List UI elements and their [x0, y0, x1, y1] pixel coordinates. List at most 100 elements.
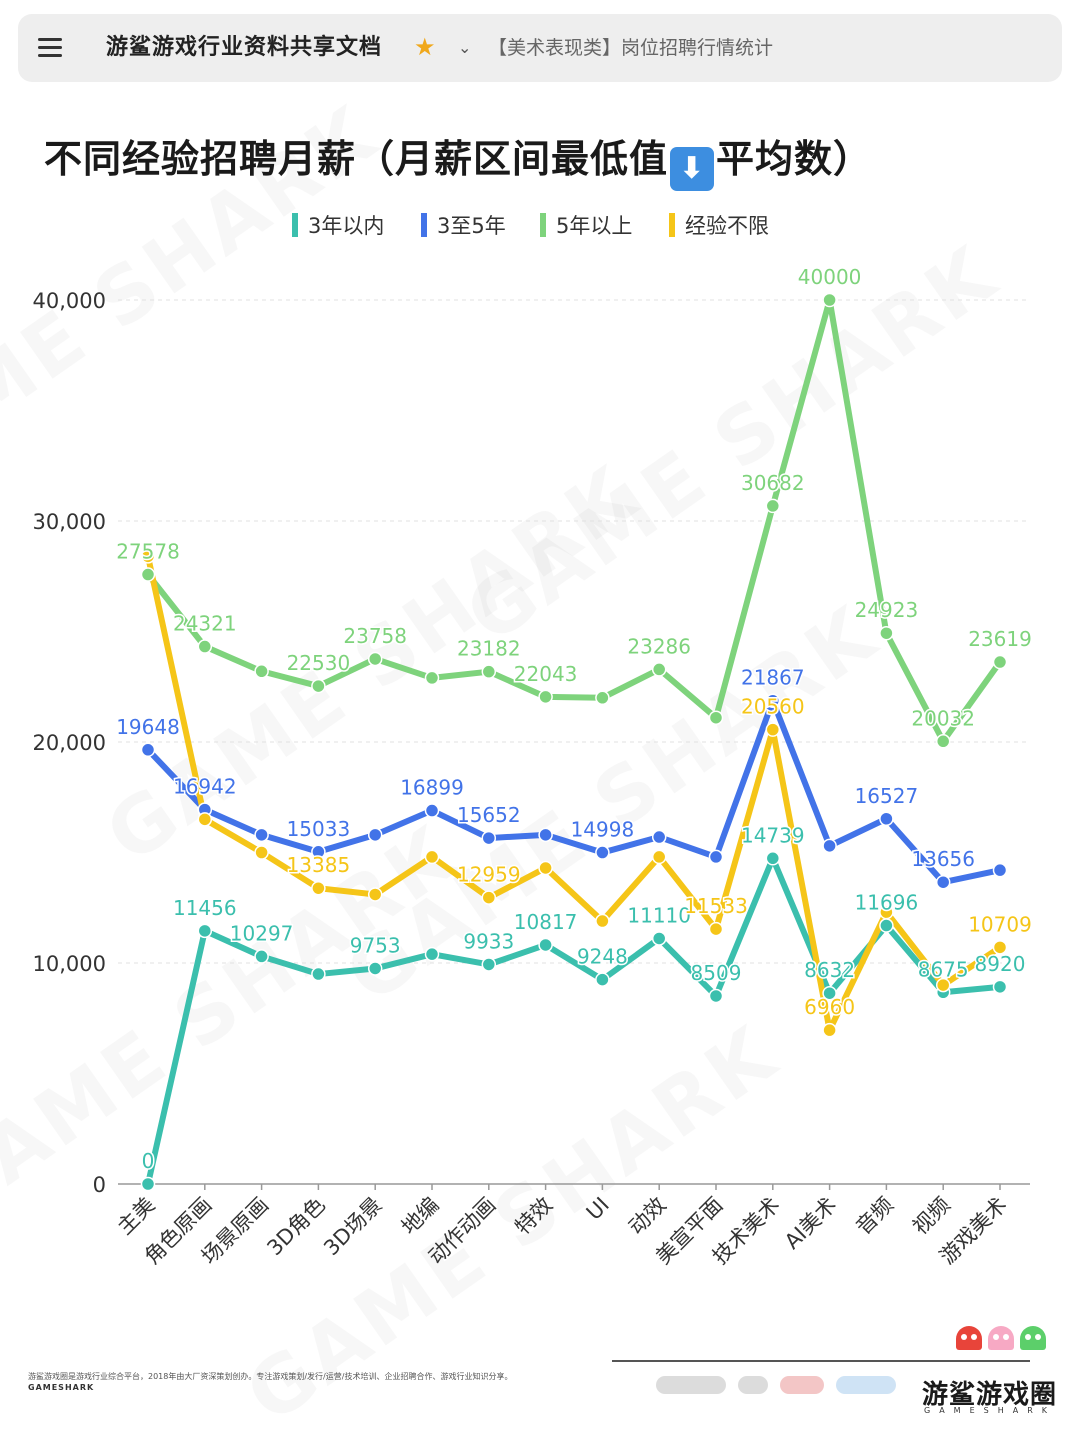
x-tick-label: 3D角色: [262, 1193, 330, 1261]
data-point: [595, 913, 610, 929]
data-label: 23286: [627, 634, 691, 658]
partner-logo: [738, 1376, 768, 1394]
data-point: [197, 639, 213, 654]
down-arrow-icon: ⬇: [670, 147, 715, 191]
data-label: 8920: [975, 952, 1026, 976]
data-label: 23182: [457, 637, 521, 661]
series-line: [145, 297, 1003, 745]
data-label: 11696: [855, 891, 919, 915]
data-label: 20560: [741, 695, 805, 719]
data-label: 22530: [287, 651, 351, 675]
data-label: 23758: [343, 624, 407, 648]
footer-description: 游鲨游戏圈是游戏行业综合平台，2018年由大厂资深策划创办。专注游戏策划/发行/…: [28, 1372, 513, 1381]
data-point: [254, 664, 269, 679]
data-label: 6960: [804, 995, 855, 1019]
x-tick-label: 动效: [624, 1193, 671, 1240]
data-point: [367, 961, 383, 976]
x-tick-label: 特效: [510, 1193, 557, 1240]
data-label: 10817: [514, 910, 578, 934]
data-point: [651, 829, 667, 845]
data-point: [992, 862, 1008, 878]
data-point: [879, 811, 894, 827]
data-point: [367, 827, 383, 843]
data-point: [595, 845, 610, 860]
star-icon[interactable]: ★: [414, 33, 436, 61]
data-label: 21867: [741, 666, 805, 690]
brand-logo: 游鲨游戏圈: [922, 1380, 1058, 1410]
data-point: [595, 972, 610, 987]
series-line: [145, 697, 1003, 886]
legend-swatch: [292, 213, 298, 237]
data-label: 24321: [173, 612, 237, 636]
data-point: [935, 977, 951, 993]
line-chart: 010,00020,00030,00040,000主美角色原画场景原画3D角色3…: [33, 213, 1033, 1269]
footer-brand-small: GAMESHARK: [28, 1383, 95, 1392]
data-point: [424, 803, 440, 818]
data-label: 22043: [514, 662, 578, 686]
brand-subtitle: GAMESHARK: [924, 1406, 1056, 1415]
data-point: [765, 851, 781, 866]
data-point: [765, 498, 781, 514]
data-label: 16899: [400, 776, 464, 800]
legend-label: 经验不限: [685, 214, 769, 238]
data-label: 9248: [577, 945, 628, 969]
data-label: 16527: [855, 784, 919, 808]
data-point: [424, 849, 440, 865]
x-tick-label: 主美: [113, 1193, 160, 1240]
data-point: [765, 693, 781, 708]
data-label: 8509: [691, 961, 742, 985]
data-label: 11110: [627, 903, 691, 927]
data-label: 19648: [116, 715, 180, 739]
data-point: [538, 689, 553, 705]
chart-title-before: 不同经验招聘月薪（月薪区间最低值: [44, 137, 669, 181]
y-tick-label: 20,000: [33, 731, 106, 755]
data-label: 8675: [918, 957, 969, 981]
data-point: [992, 654, 1008, 670]
chart-title-after: 平均数）: [716, 137, 873, 181]
data-point: [367, 887, 383, 902]
y-tick-label: 40,000: [33, 289, 106, 313]
data-label: 10709: [968, 912, 1032, 936]
data-label: 20032: [911, 706, 975, 730]
data-point: [197, 812, 213, 827]
data-label: 15652: [457, 803, 521, 827]
data-point: [254, 845, 269, 860]
data-point: [140, 567, 156, 582]
data-point: [481, 664, 497, 679]
data-label: 0: [142, 1149, 155, 1173]
data-label: 13656: [911, 847, 975, 871]
legend-label: 3年以内: [308, 214, 384, 238]
partner-logo: [836, 1376, 896, 1394]
data-label: 11456: [173, 896, 237, 920]
data-point: [538, 827, 553, 843]
data-point: [311, 678, 326, 694]
partner-logo: [656, 1376, 726, 1394]
data-point: [424, 670, 440, 686]
menu-icon[interactable]: [38, 38, 62, 58]
legend-swatch: [669, 213, 675, 237]
ghost-icon: [988, 1326, 1014, 1350]
data-label: 30682: [741, 471, 805, 495]
data-point: [651, 931, 667, 946]
data-point: [311, 880, 326, 896]
data-point: [311, 966, 326, 982]
data-point: [651, 849, 667, 865]
data-point: [879, 625, 894, 641]
document-title[interactable]: 游鲨游戏行业资料共享文档: [106, 35, 383, 60]
breadcrumb[interactable]: 【美术表现类】岗位招聘行情统计: [488, 37, 774, 59]
y-tick-label: 10,000: [33, 952, 106, 976]
data-label: 10297: [230, 921, 294, 945]
data-point: [822, 985, 837, 1001]
footer-divider: [612, 1360, 1030, 1362]
data-point: [481, 830, 497, 846]
data-point: [481, 890, 497, 905]
data-label: 9933: [463, 929, 514, 953]
data-point: [879, 904, 894, 920]
ghost-icons: [956, 1326, 1046, 1350]
chevron-down-icon[interactable]: ⌄: [458, 38, 472, 57]
legend-label: 3至5年: [437, 214, 506, 238]
data-label: 14998: [571, 818, 635, 842]
data-point: [140, 742, 156, 758]
x-tick-label: 音频: [851, 1193, 898, 1240]
